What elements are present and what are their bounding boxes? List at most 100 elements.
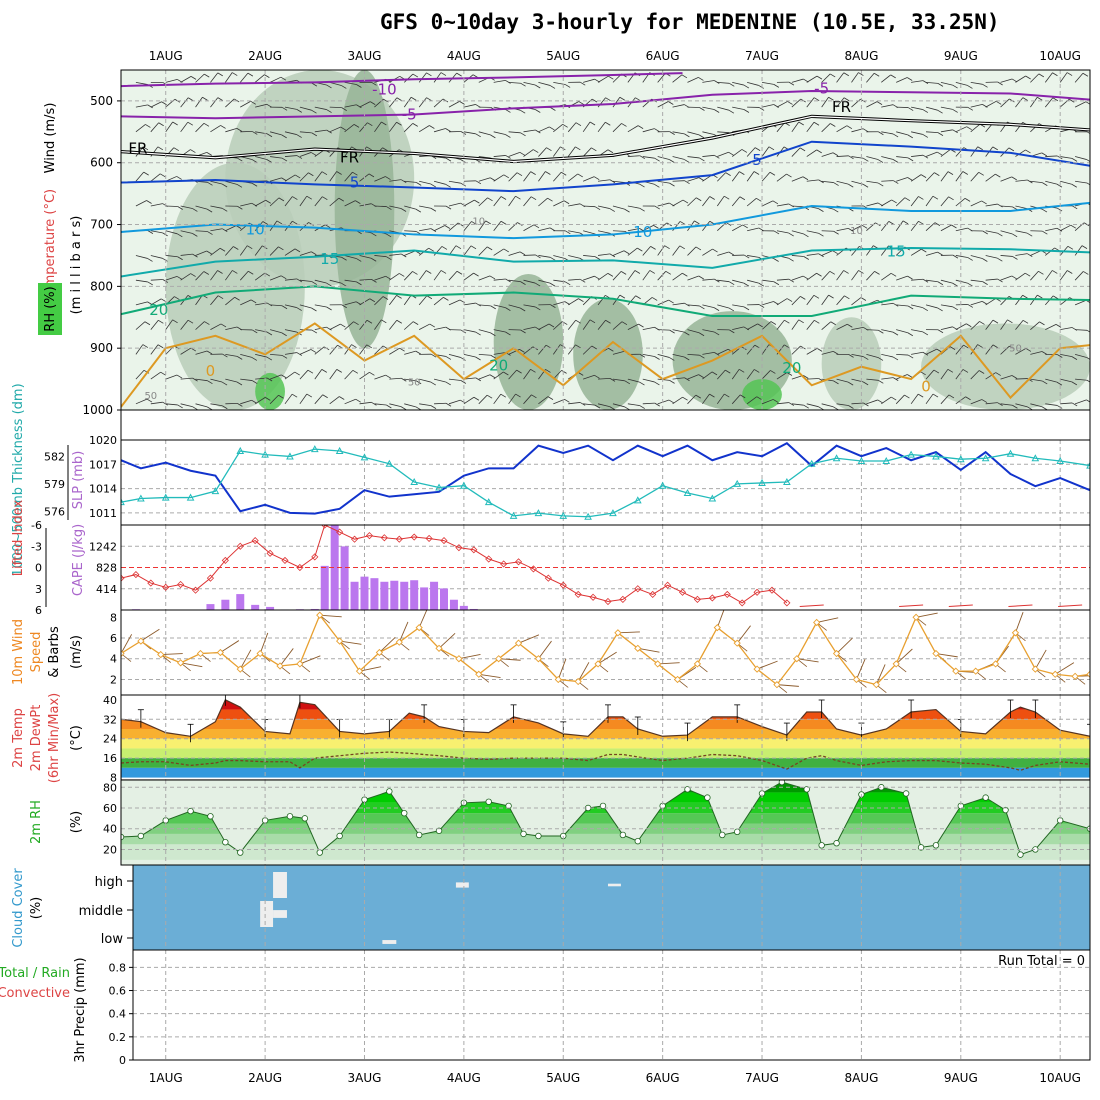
wind-barb-flag xyxy=(192,406,198,410)
wind-barb-flag xyxy=(798,121,804,126)
day-label-top: 5AUG xyxy=(546,49,580,63)
wind-barb xyxy=(791,78,804,83)
wind-barb xyxy=(299,131,312,134)
wind-barb xyxy=(225,326,238,331)
cape-bar xyxy=(251,604,260,610)
wind-barb-flag xyxy=(232,72,238,76)
wind-barb xyxy=(672,74,683,83)
wind-barb xyxy=(195,230,208,232)
wind-barb-flag xyxy=(650,246,656,250)
wind-barb-flag xyxy=(698,374,704,378)
temp-contour xyxy=(121,72,683,88)
lifted-index-tick-label: -3 xyxy=(31,540,42,553)
wind-barb-flag xyxy=(714,154,720,159)
wind-barb-flag xyxy=(978,171,984,176)
wind-barb xyxy=(597,122,606,133)
wind-barb xyxy=(135,279,148,283)
wind-barb xyxy=(419,228,432,232)
rh-patch xyxy=(921,323,1090,410)
axis-label-part: Wind (m/s) xyxy=(43,103,58,174)
wind-barb xyxy=(493,278,506,281)
axis-label: 10m Wind xyxy=(11,619,26,685)
lifted-index-point xyxy=(604,597,612,606)
lifted-index-point xyxy=(147,579,155,587)
wind-barb xyxy=(1015,75,1026,83)
wind-barb xyxy=(895,394,905,405)
y-tick-label: 900 xyxy=(90,341,113,355)
wind10-point xyxy=(614,629,622,637)
wind-barb-flag xyxy=(1056,405,1063,409)
wind-barb-flag xyxy=(654,356,660,360)
wind-barb-flag xyxy=(192,208,198,212)
wind-barb-flag xyxy=(892,159,899,163)
wind-barb xyxy=(940,279,953,284)
wind-barb-flag xyxy=(158,122,164,127)
wind-barb xyxy=(523,369,531,380)
wind-barb-flag xyxy=(753,171,760,175)
wind-barb xyxy=(582,345,593,355)
wind-barb-flag xyxy=(412,321,419,325)
wind-barb xyxy=(687,394,697,405)
wind-barb-flag xyxy=(371,401,377,406)
wind-barb xyxy=(791,230,804,235)
wind-barb xyxy=(746,369,755,380)
wind-barb xyxy=(687,329,700,334)
temp-tick-label: 32 xyxy=(103,713,117,726)
wind-barb xyxy=(896,329,908,334)
wind10-point xyxy=(276,662,284,670)
cape-plot xyxy=(121,525,1090,610)
cape-bar xyxy=(410,580,419,610)
wind-barb xyxy=(344,279,357,283)
wind-barb xyxy=(284,329,297,333)
wind-barb xyxy=(568,255,580,259)
wind-barb xyxy=(180,403,193,407)
wind-barb xyxy=(731,369,740,380)
wind-barb xyxy=(1000,176,1012,182)
wind-barb xyxy=(687,353,700,356)
wind-barb xyxy=(314,196,323,207)
rh-point xyxy=(301,815,309,822)
wind-barb-flag xyxy=(621,123,627,127)
wind-barb xyxy=(210,247,221,256)
wind-barb xyxy=(657,353,670,358)
wind-barb-flag xyxy=(877,357,884,361)
wind-barb-flag xyxy=(654,183,660,188)
wind-barb xyxy=(523,394,532,405)
wind-barb-flag xyxy=(401,377,407,382)
wind-barb xyxy=(925,131,939,134)
wind-barb-flag xyxy=(682,396,688,401)
wind-barb xyxy=(1015,403,1028,408)
cloud-patch xyxy=(273,910,287,918)
wind10-point xyxy=(1071,672,1079,680)
wind-barb-flag xyxy=(460,357,466,361)
lifted-index-point xyxy=(440,537,448,545)
wind-barb xyxy=(791,296,801,306)
wind-barb-flag xyxy=(560,171,567,176)
thickness-point xyxy=(286,452,294,460)
slp-plot xyxy=(121,440,1090,525)
thickness-point xyxy=(161,493,170,501)
thickness-tick-label: 576 xyxy=(44,505,65,518)
wind-barb-flag xyxy=(962,369,969,373)
wind-barb-flag xyxy=(828,294,834,299)
wind-barb xyxy=(329,197,340,207)
wind-barb-flag xyxy=(396,97,403,102)
wind-barb xyxy=(985,372,996,380)
wind-barb xyxy=(299,393,308,405)
wind-barb-flag xyxy=(1011,275,1017,280)
wind-barb xyxy=(821,123,831,133)
wind10-point xyxy=(495,655,503,663)
lifted-index-point xyxy=(266,549,274,557)
wind-barb-flag xyxy=(187,121,194,126)
wind-barb xyxy=(821,152,834,157)
wind-barb xyxy=(746,396,758,405)
wind-barb xyxy=(582,147,592,157)
wind-barb-flag xyxy=(341,256,347,261)
wind-barb-flag xyxy=(594,176,600,181)
wind-barb xyxy=(493,329,506,333)
wind-barb-flag xyxy=(890,74,896,79)
wind-barb xyxy=(761,104,774,108)
axis-label: CAPE (J/kg) xyxy=(71,524,86,596)
wind-barb xyxy=(329,323,341,330)
wind-barb xyxy=(1030,271,1039,281)
